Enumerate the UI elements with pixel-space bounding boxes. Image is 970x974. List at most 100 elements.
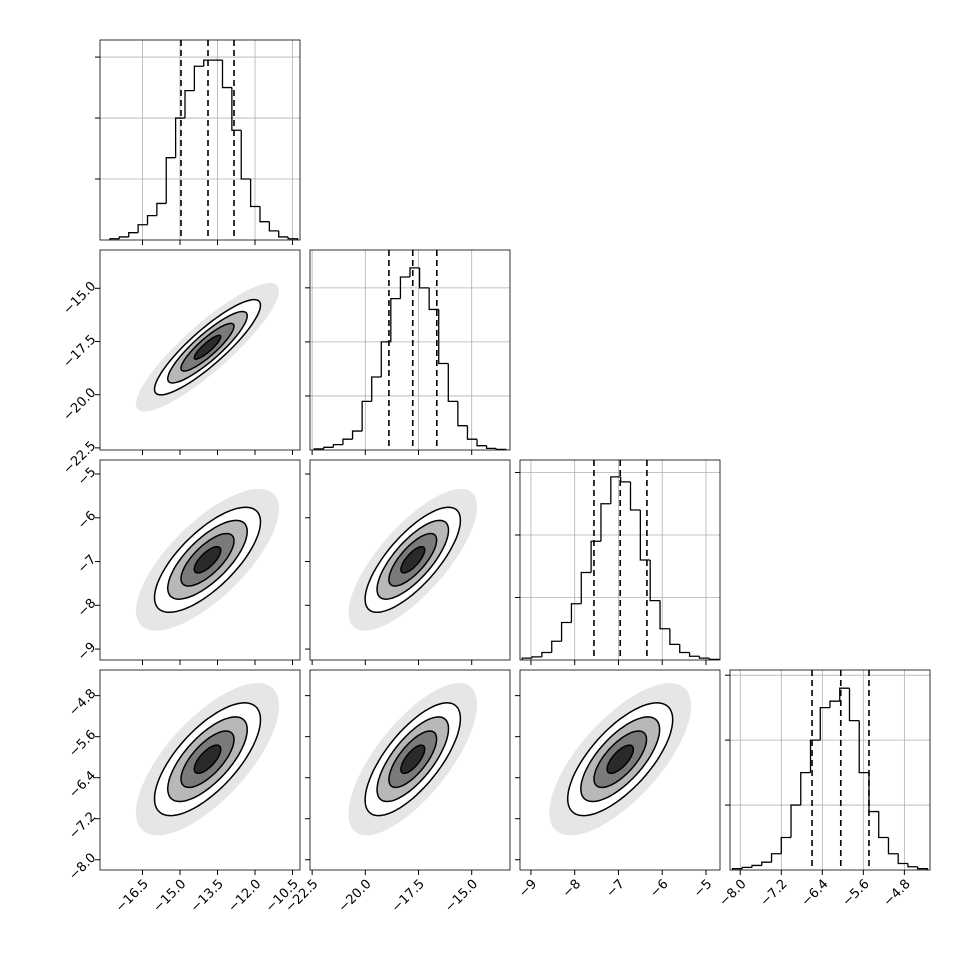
- panel: −22.5−20.0−17.5−15.0: [283, 669, 511, 916]
- histogram-step: [278, 230, 289, 238]
- panel-frame: [99, 669, 301, 871]
- histogram-step: [259, 206, 270, 223]
- panel: −16.5−15.0−13.5−12.0−10.5−8.0−7.2−6.4−5.…: [66, 669, 302, 916]
- histogram-step: [620, 476, 631, 483]
- histogram-step: [418, 267, 430, 289]
- histogram-step: [679, 644, 690, 654]
- histogram-step: [858, 720, 869, 774]
- histogram-step: [897, 853, 908, 865]
- histogram-step: [457, 401, 468, 427]
- histogram-step: [193, 65, 204, 91]
- histogram-step: [819, 707, 830, 741]
- histogram-step: [165, 157, 176, 204]
- density: [135, 683, 279, 836]
- histogram-step: [287, 236, 299, 240]
- histogram: [109, 59, 299, 240]
- histogram-step: [551, 640, 562, 653]
- histogram-step: [659, 600, 670, 630]
- panel-frame: [519, 459, 721, 661]
- histogram-step: [770, 853, 782, 863]
- x-tick-label: −8.0: [717, 877, 750, 910]
- panel: −9−8−7−6−5: [515, 669, 721, 901]
- x-tick-label: −16.5: [113, 877, 152, 916]
- y-tick-label: −7.2: [66, 809, 99, 842]
- histogram-step: [361, 400, 372, 432]
- histogram-step: [476, 439, 487, 447]
- histogram-step: [156, 202, 167, 216]
- contour: [606, 744, 635, 775]
- histogram-step: [531, 656, 542, 659]
- histogram-step: [570, 603, 582, 623]
- histogram-step: [128, 232, 139, 237]
- y-tick-label: −5.6: [66, 727, 99, 760]
- panel-frame: [729, 669, 931, 871]
- x-tick-label: −5.6: [840, 877, 873, 910]
- histogram-step: [698, 656, 710, 659]
- histogram-step: [731, 868, 743, 870]
- histogram-step: [600, 503, 611, 542]
- panel-frame: [309, 669, 511, 871]
- histogram-step: [790, 804, 801, 838]
- panel: −22.5−20.0−17.5−15.0: [61, 249, 301, 477]
- panel: −9−8−7−6−5: [75, 459, 301, 665]
- histogram-step: [174, 117, 185, 158]
- histogram-step: [848, 688, 860, 722]
- histogram-step: [371, 376, 382, 402]
- histogram-step: [380, 341, 391, 378]
- histogram-step: [146, 214, 157, 225]
- y-tick-label: −8: [75, 596, 99, 620]
- contour: [193, 545, 222, 574]
- contour: [193, 334, 222, 360]
- histogram: [521, 476, 720, 660]
- histogram: [731, 687, 929, 870]
- x-tick-label: −6.4: [799, 877, 832, 910]
- histogram-step: [521, 657, 533, 660]
- x-tick-label: −15.0: [151, 877, 190, 916]
- x-tick-label: −12.0: [226, 877, 265, 916]
- histogram-step: [203, 59, 214, 67]
- histogram-step: [109, 238, 120, 240]
- y-tick-label: −8.0: [66, 850, 99, 883]
- histogram-step: [466, 425, 478, 440]
- histogram-step: [809, 739, 821, 773]
- x-tick-label: −4.8: [881, 877, 914, 910]
- histogram-step: [342, 438, 353, 445]
- x-tick-label: −6: [647, 877, 671, 901]
- histogram-step: [240, 130, 251, 180]
- histogram-step: [741, 866, 753, 869]
- histogram: [313, 267, 507, 450]
- histogram-step: [438, 309, 449, 365]
- histogram-step: [829, 700, 840, 708]
- y-tick-label: −17.5: [61, 332, 100, 371]
- histogram-step: [249, 179, 260, 208]
- panel: [305, 459, 511, 665]
- panel-frame: [99, 249, 301, 451]
- histogram-step: [580, 571, 592, 604]
- histogram-step: [780, 836, 792, 854]
- x-tick-label: −15.0: [442, 877, 481, 916]
- y-tick-label: −20.0: [61, 385, 100, 424]
- histogram-step: [399, 276, 410, 299]
- histogram-step: [751, 864, 762, 868]
- panel-frame: [99, 39, 301, 241]
- density: [348, 488, 478, 631]
- y-tick-label: −4.8: [66, 686, 99, 719]
- panel: [95, 39, 301, 245]
- histogram-step: [428, 287, 439, 311]
- histogram-step: [390, 297, 401, 342]
- x-tick-label: −9: [516, 877, 540, 901]
- contour: [193, 744, 222, 775]
- panel-frame: [519, 669, 721, 871]
- panel-frame: [99, 459, 301, 661]
- histogram-step: [839, 687, 850, 702]
- histogram-step: [629, 481, 641, 511]
- histogram-step: [610, 476, 621, 504]
- histogram-step: [447, 363, 458, 403]
- y-tick-label: −6: [75, 508, 99, 532]
- density: [348, 683, 478, 836]
- contour: [400, 545, 426, 574]
- histogram-step: [351, 430, 363, 440]
- histogram-step: [649, 560, 661, 602]
- histogram-step: [800, 771, 811, 806]
